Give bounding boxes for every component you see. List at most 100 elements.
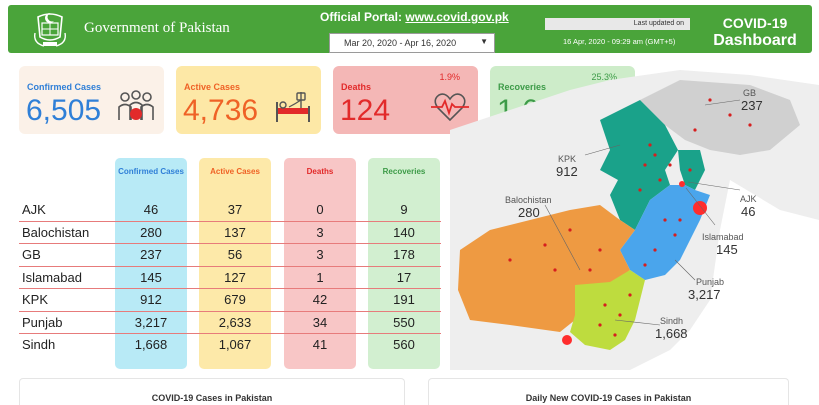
recoveries-cell: 560 (393, 337, 415, 352)
table-row: Punjab 3,217 2,633 34 550 (19, 312, 441, 334)
recoveries-cell: 191 (393, 292, 415, 307)
active-cell: 1,067 (218, 337, 252, 352)
daily-new-cases-panel: Daily New COVID-19 Cases in Pakistan (428, 378, 789, 405)
confirmed-label: Confirmed Cases (27, 82, 102, 92)
column-header-active: Active Cases (210, 167, 260, 176)
islamabad-marker (679, 181, 685, 187)
confirmed-value: 6,505 (26, 94, 102, 127)
pakistan-map: GB 237 KPK 912 AJK 46 Balochistan 280 Is… (450, 70, 819, 370)
last-updated-value: 16 Apr, 2020 - 09:29 am (GMT+5) (563, 37, 676, 46)
confirmed-cell: 1,668 (134, 337, 168, 352)
date-range-value: Mar 20, 2020 - Apr 16, 2020 (344, 38, 457, 48)
confirmed-cell: 46 (143, 202, 159, 217)
deaths-cell: 42 (312, 292, 328, 307)
map-label-sindh: Sindh (660, 316, 684, 326)
header-bar: Government of Pakistan Official Portal: … (8, 5, 812, 53)
dashboard-title-line2: Dashboard (713, 32, 797, 49)
map-label-punjab: Punjab (696, 277, 725, 287)
active-label: Active Cases (184, 82, 241, 92)
deaths-value: 124 (340, 94, 391, 127)
recoveries-cell: 550 (393, 314, 415, 330)
column-header-confirmed: Confirmed Cases (118, 167, 184, 176)
balochistan-region (458, 205, 635, 332)
active-cell: 2,633 (218, 314, 252, 330)
recoveries-cell: 9 (400, 202, 408, 217)
recoveries-cell: 140 (393, 224, 415, 240)
map-label-ajk: AJK (740, 194, 757, 204)
map-label-kpk: KPK (558, 154, 577, 164)
people-icon (118, 90, 154, 120)
active-cell: 137 (224, 224, 246, 240)
chevron-down-icon: ▼ (480, 37, 488, 46)
dashboard-title: COVID-19 Dashboard (700, 14, 810, 50)
confirmed-cases-card: Confirmed Cases 6,505 (19, 66, 164, 134)
confirmed-cell: 237 (140, 247, 162, 262)
region-name: Balochistan (22, 224, 90, 240)
map-value-ajk: 46 (741, 204, 756, 219)
region-name: Punjab (22, 314, 63, 330)
last-updated-label: Last updated on (545, 18, 690, 30)
region-table: AJK 46 37 0 9 Balochistan 280 137 3 140 … (19, 199, 441, 357)
map-value-balochistan: 280 (518, 205, 540, 220)
recoveries-label: Recoveries (498, 82, 547, 92)
active-cell: 127 (224, 269, 246, 285)
table-row: Sindh 1,668 1,067 41 560 (19, 334, 441, 357)
column-header-recoveries: Recoveries (382, 167, 426, 176)
pakistan-emblem-icon (34, 13, 66, 47)
confirmed-cell: 912 (140, 292, 162, 307)
portal-link[interactable]: www.covid.gov.pk (405, 10, 509, 24)
table-row: GB 237 56 3 178 (19, 244, 441, 267)
recoveries-percent: 25.3% (591, 72, 617, 82)
active-cases-card: Active Cases 4,736 (176, 66, 321, 134)
confirmed-cell: 3,217 (134, 314, 168, 330)
deaths-cell: 41 (312, 337, 328, 352)
map-value-sindh: 1,668 (655, 326, 688, 341)
official-portal: Official Portal: www.covid.gov.pk (320, 10, 509, 24)
date-range-select[interactable]: Mar 20, 2020 - Apr 16, 2020 ▼ (329, 33, 495, 53)
deaths-cell: 1 (316, 269, 324, 285)
punjab-region (620, 185, 710, 280)
region-name: AJK (22, 202, 46, 217)
table-row: AJK 46 37 0 9 (19, 199, 441, 222)
portal-label: Official Portal: (320, 10, 403, 24)
map-value-gb: 237 (741, 98, 763, 113)
lahore-hotspot (693, 201, 707, 215)
region-name: Islamabad (22, 269, 82, 285)
region-name: KPK (22, 292, 49, 307)
active-cell: 679 (224, 292, 246, 307)
region-name: Sindh (22, 337, 56, 352)
column-header-deaths: Deaths (306, 167, 334, 176)
cases-panel-title: COVID-19 Cases in Pakistan (151, 393, 273, 403)
recoveries-cell: 17 (396, 269, 412, 285)
case-dots (508, 98, 752, 337)
deaths-percent: 1.9% (439, 72, 460, 82)
gb-region (640, 80, 800, 155)
deaths-cell: 3 (316, 247, 324, 262)
confirmed-cell: 280 (140, 224, 162, 240)
org-title: Government of Pakistan (84, 20, 230, 36)
table-row: Islamabad 145 127 1 17 (19, 267, 441, 289)
confirmed-cell: 145 (140, 269, 162, 285)
hospital-bed-icon (276, 92, 310, 122)
map-value-islamabad: 145 (716, 242, 738, 257)
table-row: Balochistan 280 137 3 140 (19, 222, 441, 244)
deaths-card: Deaths 1.9% 124 (333, 66, 478, 134)
karachi-hotspot (562, 335, 572, 345)
map-value-kpk: 912 (556, 164, 578, 179)
sindh-region (570, 270, 645, 350)
map-label-balochistan: Balochistan (505, 195, 552, 205)
map-label-gb: GB (743, 88, 757, 98)
map-label-islamabad: Islamabad (702, 232, 744, 242)
active-value: 4,736 (183, 94, 259, 127)
dashboard-title-line1: COVID-19 (722, 15, 788, 31)
cases-in-pakistan-panel: COVID-19 Cases in Pakistan (19, 378, 405, 405)
table-row: KPK 912 679 42 191 (19, 289, 441, 312)
active-cell: 56 (227, 247, 243, 262)
region-name: GB (22, 247, 41, 262)
deaths-cell: 0 (316, 202, 324, 217)
map-graphic (450, 70, 819, 370)
recoveries-cell: 178 (393, 247, 415, 262)
map-value-punjab: 3,217 (688, 287, 721, 302)
deaths-cell: 34 (312, 314, 328, 330)
deaths-label: Deaths (341, 82, 372, 92)
